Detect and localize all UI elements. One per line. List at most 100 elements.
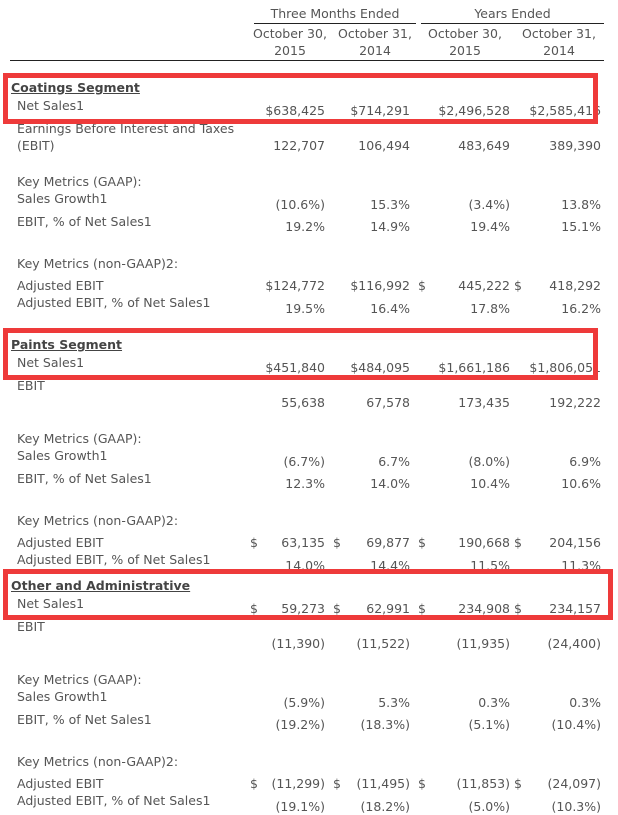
value-cell: $484,095 <box>350 360 410 375</box>
highlight-box <box>3 73 598 124</box>
value-cell: $418,292 <box>514 278 601 294</box>
value-cell: $ (24,097) <box>514 776 601 792</box>
value-number: 234,157 <box>549 601 601 616</box>
currency-symbol: $ <box>418 776 426 791</box>
value-cell: 5.3% <box>378 695 410 710</box>
value-cell: 0.3% <box>569 695 601 710</box>
value-cell: $1,806,051 <box>529 360 601 375</box>
column-group-header: Three Months Ended <box>270 6 400 21</box>
value-cell: 6.9% <box>569 454 601 469</box>
currency-symbol: $ <box>333 601 341 616</box>
column-header-date: October 30, <box>253 26 327 41</box>
value-cell: 67,578 <box>366 395 410 410</box>
value-cell: 192,222 <box>549 395 601 410</box>
value-cell: (19.2%) <box>275 717 325 732</box>
column-header-date: October 30, <box>428 26 502 41</box>
value-cell: $204,156 <box>514 535 601 551</box>
value-cell: (11,522) <box>356 636 411 651</box>
value-cell: 19.2% <box>285 219 325 234</box>
value-cell: (11,935) <box>456 636 511 651</box>
value-cell: (18.2%) <box>360 799 410 814</box>
value-cell: $ (11,495) <box>333 776 410 792</box>
value-cell: 19.4% <box>470 219 510 234</box>
value-cell: 106,494 <box>358 138 410 153</box>
value-cell: $2,585,416 <box>529 103 601 118</box>
value-cell: 55,638 <box>281 395 325 410</box>
value-cell: (5.1%) <box>468 717 510 732</box>
row-label: Earnings Before Interest and Taxes <box>17 121 235 136</box>
value-cell: (5.0%) <box>468 799 510 814</box>
value-number: 418,292 <box>549 278 601 293</box>
value-cell: 0.3% <box>478 695 510 710</box>
value-cell: (3.4%) <box>468 197 510 212</box>
value-number: (24,097) <box>547 776 602 791</box>
value-cell: 122,707 <box>273 138 325 153</box>
row-label: Adjusted EBIT, % of Net Sales1 <box>17 295 211 310</box>
column-header-date: October 31, <box>338 26 412 41</box>
value-cell: 16.2% <box>561 301 601 316</box>
row-label: EBIT <box>17 619 45 634</box>
section-title: Other and Administrative <box>11 578 191 593</box>
column-header-year: 2014 <box>359 43 391 58</box>
value-cell: $714,291 <box>350 103 410 118</box>
row-label: Adjusted EBIT <box>17 776 104 791</box>
value-number: 445,222 <box>458 278 510 293</box>
row-label: Key Metrics (GAAP): <box>17 672 142 687</box>
section-title: Coatings Segment <box>11 80 140 95</box>
row-label: EBIT, % of Net Sales1 <box>17 214 152 229</box>
row-label: Net Sales1 <box>17 596 85 611</box>
value-cell: $69,877 <box>333 535 410 551</box>
row-label: Key Metrics (GAAP): <box>17 174 142 189</box>
value-cell: 13.8% <box>561 197 601 212</box>
currency-symbol: $ <box>514 535 522 550</box>
column-header-year: 2015 <box>449 43 481 58</box>
currency-symbol: $ <box>514 776 522 791</box>
currency-symbol: $ <box>418 535 426 550</box>
value-cell: 16.4% <box>370 301 410 316</box>
value-number: 59,273 <box>281 601 325 616</box>
group-underline <box>421 23 604 24</box>
value-cell: (11,390) <box>271 636 326 651</box>
row-label: Adjusted EBIT <box>17 535 104 550</box>
row-label: Sales Growth1 <box>17 689 108 704</box>
value-number: (11,495) <box>356 776 411 791</box>
value-cell: $1,661,186 <box>438 360 510 375</box>
column-group-header: Years Ended <box>474 6 551 21</box>
value-cell: 14.9% <box>370 219 410 234</box>
row-label: Key Metrics (non-GAAP)2: <box>17 513 179 528</box>
value-cell: 6.7% <box>378 454 410 469</box>
value-cell: (10.3%) <box>551 799 601 814</box>
currency-symbol: $ <box>250 601 258 616</box>
value-cell: (6.7%) <box>283 454 325 469</box>
value-cell: (18.3%) <box>360 717 410 732</box>
row-label: Net Sales1 <box>17 98 85 113</box>
value-number: 190,668 <box>458 535 510 550</box>
value-cell: (5.9%) <box>283 695 325 710</box>
header-rule <box>10 60 604 61</box>
value-number: (11,299) <box>271 776 326 791</box>
row-label: EBIT, % of Net Sales1 <box>17 471 152 486</box>
value-number: (11,853) <box>456 776 511 791</box>
currency-symbol: $ <box>514 601 522 616</box>
value-cell: $124,772 <box>265 278 325 293</box>
value-cell: (10.6%) <box>275 197 325 212</box>
value-cell: $ (11,853) <box>418 776 510 792</box>
value-cell: 10.4% <box>470 476 510 491</box>
value-cell: $59,273 <box>250 601 325 617</box>
row-label: Key Metrics (GAAP): <box>17 431 142 446</box>
row-label: EBIT, % of Net Sales1 <box>17 712 152 727</box>
value-cell: $445,222 <box>418 278 510 294</box>
value-cell: 389,390 <box>549 138 601 153</box>
value-cell: $116,992 <box>350 278 410 293</box>
highlight-box <box>3 569 613 620</box>
row-label: EBIT <box>17 378 45 393</box>
section-title: Paints Segment <box>11 337 123 352</box>
currency-symbol: $ <box>333 535 341 550</box>
row-label: Net Sales1 <box>17 355 85 370</box>
row-label: Key Metrics (non-GAAP)2: <box>17 256 179 271</box>
value-cell: $ (11,299) <box>250 776 325 792</box>
value-cell: (19.1%) <box>275 799 325 814</box>
column-header-year: 2015 <box>274 43 306 58</box>
group-underline <box>254 23 416 24</box>
value-cell: (8.0%) <box>468 454 510 469</box>
